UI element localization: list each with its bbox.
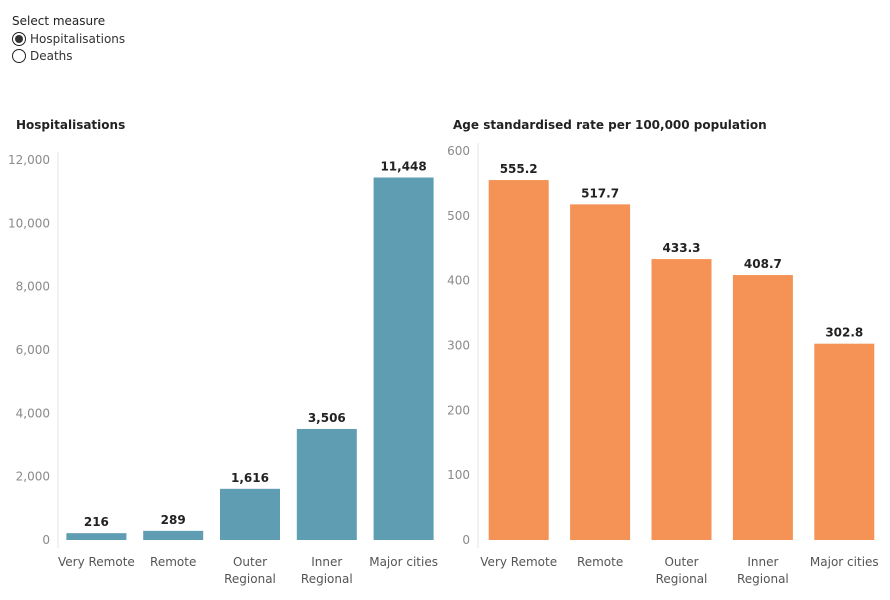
category-label: Major cities xyxy=(369,555,438,569)
category-label: Very Remote xyxy=(58,555,135,569)
y-tick-label: 300 xyxy=(447,339,470,353)
bar xyxy=(570,204,631,540)
data-label: 433.3 xyxy=(663,241,701,255)
bar xyxy=(220,488,280,540)
category-label: Outer xyxy=(664,555,698,569)
y-tick-label: 4,000 xyxy=(16,406,50,420)
y-tick-label: 10,000 xyxy=(8,216,50,230)
y-tick-label: 2,000 xyxy=(16,470,50,484)
data-label: 408.7 xyxy=(744,257,782,271)
right-chart-title: Age standardised rate per 100,000 popula… xyxy=(453,118,767,132)
radio-unselected-icon[interactable] xyxy=(12,48,26,63)
y-tick-label: 6,000 xyxy=(16,343,50,357)
data-label: 216 xyxy=(84,515,109,529)
y-tick-label: 0 xyxy=(462,533,470,547)
category-label: Inner xyxy=(747,555,778,569)
category-label: Regional xyxy=(737,572,789,586)
bar xyxy=(373,177,434,541)
y-tick-label: 0 xyxy=(42,533,50,547)
hospitalisations-bar-chart: 0 2,000 4,000 6,000 8,000 10,000 12,000 216 Very… xyxy=(8,152,438,586)
radio-label-deaths: Deaths xyxy=(30,48,73,63)
rate-bar-chart: 0 100 200 300 400 500 600 555.2 Very Remote 517.7… xyxy=(447,143,879,586)
y-tick-label: 400 xyxy=(447,274,470,288)
data-label: 289 xyxy=(161,513,186,527)
category-label: Regional xyxy=(656,572,708,586)
category-label: Major cities xyxy=(810,555,879,569)
bar xyxy=(296,428,357,540)
data-label: 302.8 xyxy=(825,326,863,340)
bar xyxy=(651,259,712,540)
radio-selected-icon[interactable] xyxy=(12,31,26,46)
radio-label-hospitalisations: Hospitalisations xyxy=(30,31,126,46)
y-tick-label: 12,000 xyxy=(8,153,50,167)
bar xyxy=(143,530,204,540)
data-label: 3,506 xyxy=(308,411,346,425)
data-label: 555.2 xyxy=(500,162,538,176)
y-tick-label: 8,000 xyxy=(16,280,50,294)
data-label: 11,448 xyxy=(380,159,426,173)
radio-option-deaths[interactable]: Deaths xyxy=(12,47,125,64)
bar xyxy=(814,343,875,540)
radio-option-hospitalisations[interactable]: Hospitalisations xyxy=(12,30,125,47)
y-tick-label: 200 xyxy=(447,403,470,417)
y-tick-label: 500 xyxy=(447,209,470,223)
data-label: 1,616 xyxy=(231,471,269,485)
category-label: Remote xyxy=(150,555,196,569)
data-label: 517.7 xyxy=(581,186,619,200)
category-label: Regional xyxy=(301,572,353,586)
category-label: Regional xyxy=(224,572,276,586)
left-chart-title: Hospitalisations xyxy=(16,118,126,132)
bar xyxy=(488,180,549,540)
category-label: Very Remote xyxy=(480,555,557,569)
bar xyxy=(66,533,127,540)
selector-title: Select measure xyxy=(12,14,106,28)
y-tick-label: 100 xyxy=(447,468,470,482)
category-label: Outer xyxy=(233,555,267,569)
measure-selector: Select measure Hospitalisations Deaths xyxy=(12,14,125,64)
category-label: Inner xyxy=(311,555,342,569)
bar xyxy=(732,275,793,540)
category-label: Remote xyxy=(577,555,623,569)
y-tick-label: 600 xyxy=(447,144,470,158)
